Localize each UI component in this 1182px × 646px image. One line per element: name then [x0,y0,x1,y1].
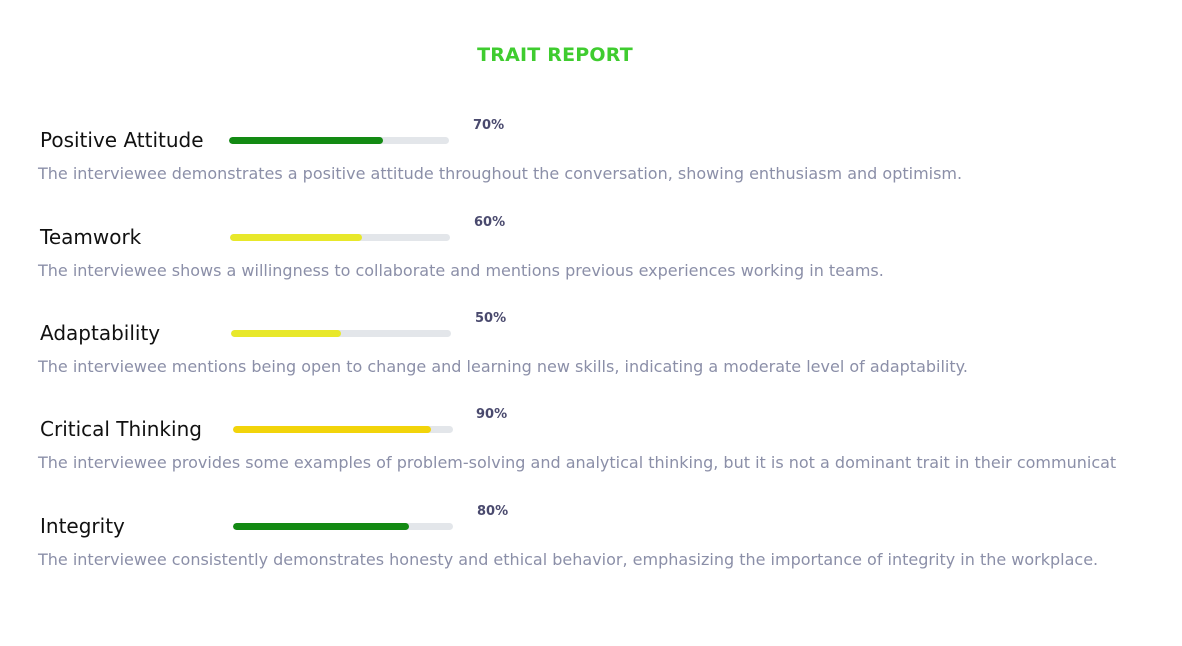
trait-integrity: Integrity 80% The interviewee consistent… [0,504,1182,604]
report-title: TRAIT REPORT [477,44,633,66]
trait-progress-fill [233,426,431,433]
trait-percent: 80% [477,504,509,519]
trait-name: Critical Thinking [40,417,202,441]
trait-progress-bar [233,426,453,433]
trait-percent: 90% [476,407,508,422]
trait-name: Teamwork [40,225,142,249]
trait-description: The interviewee shows a willingness to c… [38,261,884,280]
trait-progress-fill [230,234,362,241]
trait-progress-fill [229,137,383,144]
trait-name: Integrity [40,514,125,538]
trait-progress-bar [231,330,451,337]
trait-percent: 50% [475,311,507,326]
trait-progress-bar [230,234,450,241]
trait-progress-bar [233,523,453,530]
trait-description: The interviewee mentions being open to c… [38,357,968,376]
trait-progress-fill [231,330,341,337]
trait-critical-thinking: Critical Thinking 90% The interviewee pr… [0,407,1182,507]
trait-positive-attitude: Positive Attitude 70% The interviewee de… [0,118,1182,218]
trait-description: The interviewee demonstrates a positive … [38,164,963,183]
trait-name: Adaptability [40,321,161,345]
trait-description: The interviewee provides some examples o… [38,453,1117,472]
trait-progress-fill [233,523,409,530]
trait-description: The interviewee consistently demonstrate… [38,550,1099,569]
trait-percent: 70% [473,118,505,133]
trait-percent: 60% [474,215,506,230]
trait-progress-bar [229,137,449,144]
trait-teamwork: Teamwork 60% The interviewee shows a wil… [0,215,1182,315]
trait-name: Positive Attitude [40,128,204,152]
trait-adaptability: Adaptability 50% The interviewee mention… [0,311,1182,411]
